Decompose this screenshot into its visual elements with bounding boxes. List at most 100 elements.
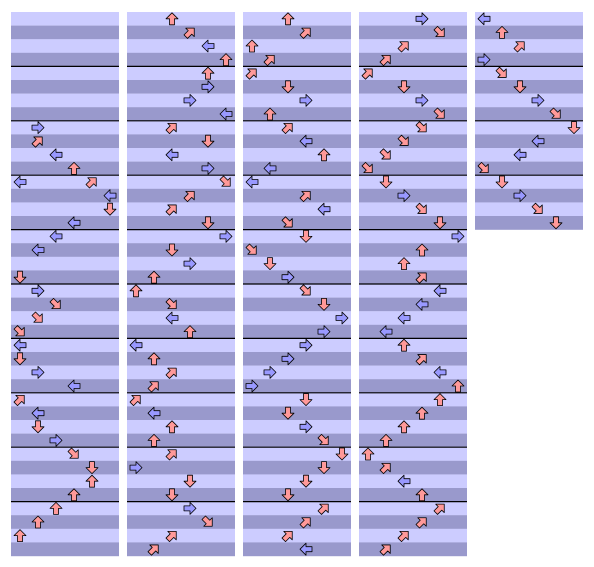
step-arrow-icon bbox=[103, 202, 117, 216]
step-arrow-icon bbox=[281, 488, 295, 502]
step-arrow-icon bbox=[433, 25, 445, 38]
step-arrow-icon bbox=[165, 530, 177, 543]
stripe bbox=[11, 392, 119, 407]
step-arrow-icon bbox=[165, 12, 179, 26]
stripe bbox=[243, 433, 351, 448]
step-arrow-icon bbox=[165, 311, 179, 325]
stripe bbox=[11, 420, 119, 434]
stripe bbox=[243, 324, 351, 339]
step-arrow-icon bbox=[477, 12, 491, 26]
step-arrow-icon bbox=[361, 161, 373, 174]
stripe bbox=[243, 528, 351, 543]
step-arrow-icon bbox=[281, 12, 295, 26]
stripe bbox=[243, 284, 351, 298]
chart-column-5 bbox=[475, 12, 583, 230]
stripe bbox=[359, 216, 467, 230]
stripe bbox=[11, 474, 119, 489]
step-arrow-icon bbox=[317, 148, 331, 162]
stripe bbox=[127, 297, 235, 312]
stripe bbox=[475, 93, 583, 108]
stripe bbox=[243, 365, 351, 380]
stripe bbox=[11, 284, 119, 298]
step-arrow-icon bbox=[317, 202, 331, 216]
stripe bbox=[475, 134, 583, 149]
step-arrow-icon bbox=[433, 284, 447, 298]
stripe bbox=[11, 148, 119, 162]
stripe bbox=[359, 379, 467, 393]
stripe bbox=[475, 161, 583, 176]
stripe bbox=[359, 120, 467, 135]
stripe bbox=[11, 433, 119, 448]
stripe bbox=[243, 338, 351, 353]
step-arrow-icon bbox=[201, 216, 215, 230]
step-arrow-icon bbox=[201, 39, 215, 53]
stripe bbox=[359, 406, 467, 421]
step-arrow-icon bbox=[183, 501, 197, 515]
step-arrow-icon bbox=[67, 216, 81, 230]
stripe bbox=[127, 161, 235, 176]
step-arrow-icon bbox=[513, 189, 527, 203]
step-arrow-icon bbox=[281, 406, 295, 420]
stripe bbox=[127, 270, 235, 285]
step-arrow-icon bbox=[513, 80, 527, 94]
step-arrow-icon bbox=[299, 420, 313, 434]
stripe bbox=[243, 311, 351, 325]
step-arrow-icon bbox=[299, 27, 311, 39]
stripe bbox=[359, 420, 467, 434]
stripe bbox=[243, 352, 351, 366]
step-arrow-icon bbox=[379, 175, 393, 189]
stripe bbox=[243, 501, 351, 516]
stripe bbox=[127, 324, 235, 339]
step-arrow-icon bbox=[397, 189, 411, 203]
stripe bbox=[359, 134, 467, 149]
step-arrow-icon bbox=[415, 94, 429, 107]
step-arrow-icon bbox=[397, 134, 409, 146]
step-arrow-icon bbox=[397, 311, 411, 325]
stripe bbox=[11, 66, 119, 81]
step-arrow-icon bbox=[281, 80, 295, 94]
step-arrow-icon bbox=[165, 243, 179, 257]
stripe bbox=[359, 501, 467, 516]
step-arrow-icon bbox=[415, 297, 429, 311]
step-arrow-icon bbox=[147, 433, 161, 447]
stripe bbox=[359, 365, 467, 380]
stripe bbox=[359, 297, 467, 312]
stripe bbox=[243, 120, 351, 135]
stripe bbox=[11, 311, 119, 325]
step-arrow-icon bbox=[317, 325, 331, 339]
stripe bbox=[243, 25, 351, 40]
stripe bbox=[127, 406, 235, 421]
stripe bbox=[11, 365, 119, 380]
step-arrow-icon bbox=[219, 107, 233, 121]
step-arrow-icon bbox=[67, 447, 79, 459]
step-arrow-icon bbox=[183, 27, 195, 39]
step-arrow-icon bbox=[263, 257, 277, 271]
stripe bbox=[11, 447, 119, 461]
step-arrow-icon bbox=[49, 297, 61, 310]
step-arrow-icon bbox=[379, 325, 393, 339]
step-arrow-icon bbox=[201, 161, 215, 175]
step-arrow-icon bbox=[263, 161, 277, 175]
stripe bbox=[243, 202, 351, 217]
stripe bbox=[359, 25, 467, 40]
step-arrow-icon bbox=[129, 338, 143, 352]
step-arrow-icon bbox=[13, 529, 27, 542]
chart-column-2 bbox=[127, 12, 235, 557]
stripe bbox=[475, 148, 583, 162]
step-arrow-icon bbox=[397, 80, 411, 94]
stripe bbox=[243, 406, 351, 421]
step-arrow-icon bbox=[201, 515, 213, 527]
stripe bbox=[243, 80, 351, 94]
step-arrow-icon bbox=[49, 501, 63, 515]
step-arrow-icon bbox=[379, 148, 391, 160]
stripe bbox=[359, 447, 467, 461]
step-arrow-icon bbox=[415, 517, 427, 529]
stripe bbox=[11, 80, 119, 94]
step-arrow-icon bbox=[379, 54, 391, 67]
step-arrow-icon bbox=[49, 229, 63, 243]
stripe bbox=[11, 501, 119, 516]
step-arrow-icon bbox=[31, 121, 45, 134]
stripe bbox=[359, 433, 467, 448]
stripe bbox=[127, 501, 235, 516]
